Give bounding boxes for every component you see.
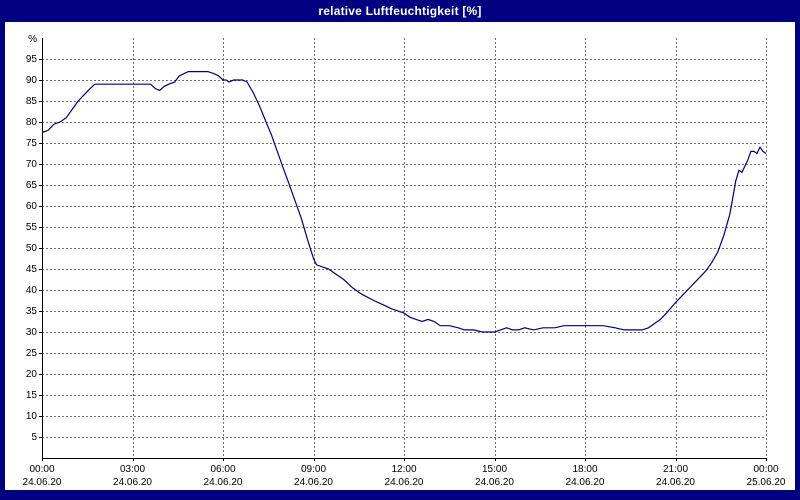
x-tick-time-label: 03:00	[120, 464, 145, 475]
series-line	[41, 70, 767, 333]
y-tick-label: 30	[26, 327, 38, 338]
y-tick-label: 35	[26, 306, 38, 317]
y-tick-label: 60	[26, 201, 38, 212]
x-tick-time-label: 09:00	[301, 464, 326, 475]
x-tick-date-label: 24.06.20	[656, 477, 695, 488]
x-tick-time-label: 21:00	[663, 464, 688, 475]
chart-panel: 5 10 15 20 25 30 35 40 45 50 55 60 65 70 75 80 85 90 95% 00…	[5, 22, 795, 490]
y-tick-label: 15	[26, 390, 38, 401]
y-tick-label: 50	[26, 243, 38, 254]
x-tick-time-label: 06:00	[210, 464, 235, 475]
y-axis-unit-label: %	[28, 34, 37, 45]
x-tick-date-label: 25.06.20	[747, 477, 786, 488]
x-tick-date-label: 24.06.20	[566, 477, 605, 488]
y-tick-label: 40	[26, 285, 38, 296]
x-tick-time-label: 18:00	[572, 464, 597, 475]
y-tick-label: 65	[26, 180, 38, 191]
y-tick-label: 10	[26, 411, 38, 422]
y-tick-label: 80	[26, 117, 38, 128]
x-tick-date-label: 24.06.20	[385, 477, 424, 488]
title-bar: relative Luftfeuchtigkeit [%]	[0, 0, 800, 22]
x-tick-time-label: 00:00	[29, 464, 54, 475]
y-tick-label: 20	[26, 369, 38, 380]
x-tick-date-label: 24.06.20	[294, 477, 333, 488]
y-tick-label: 90	[26, 75, 38, 86]
x-tick-date-label: 24.06.20	[113, 477, 152, 488]
chart-title: relative Luftfeuchtigkeit [%]	[318, 4, 482, 18]
x-tick-date-label: 24.06.20	[23, 477, 62, 488]
y-tick-label: 55	[26, 222, 38, 233]
x-tick-time-label: 00:00	[753, 464, 778, 475]
y-tick-label: 5	[31, 432, 37, 443]
y-tick-label: 75	[26, 138, 38, 149]
y-tick-label: 70	[26, 159, 38, 170]
y-tick-label: 45	[26, 264, 38, 275]
y-tick-label: 95	[26, 54, 38, 65]
humidity-chart: 5 10 15 20 25 30 35 40 45 50 55 60 65 70 75 80 85 90 95% 00…	[23, 34, 786, 488]
y-tick-label: 25	[26, 348, 38, 359]
x-tick-date-label: 24.06.20	[475, 477, 514, 488]
y-tick-label: 85	[26, 96, 38, 107]
x-tick-time-label: 15:00	[482, 464, 507, 475]
x-tick-time-label: 12:00	[391, 464, 416, 475]
x-tick-date-label: 24.06.20	[204, 477, 243, 488]
